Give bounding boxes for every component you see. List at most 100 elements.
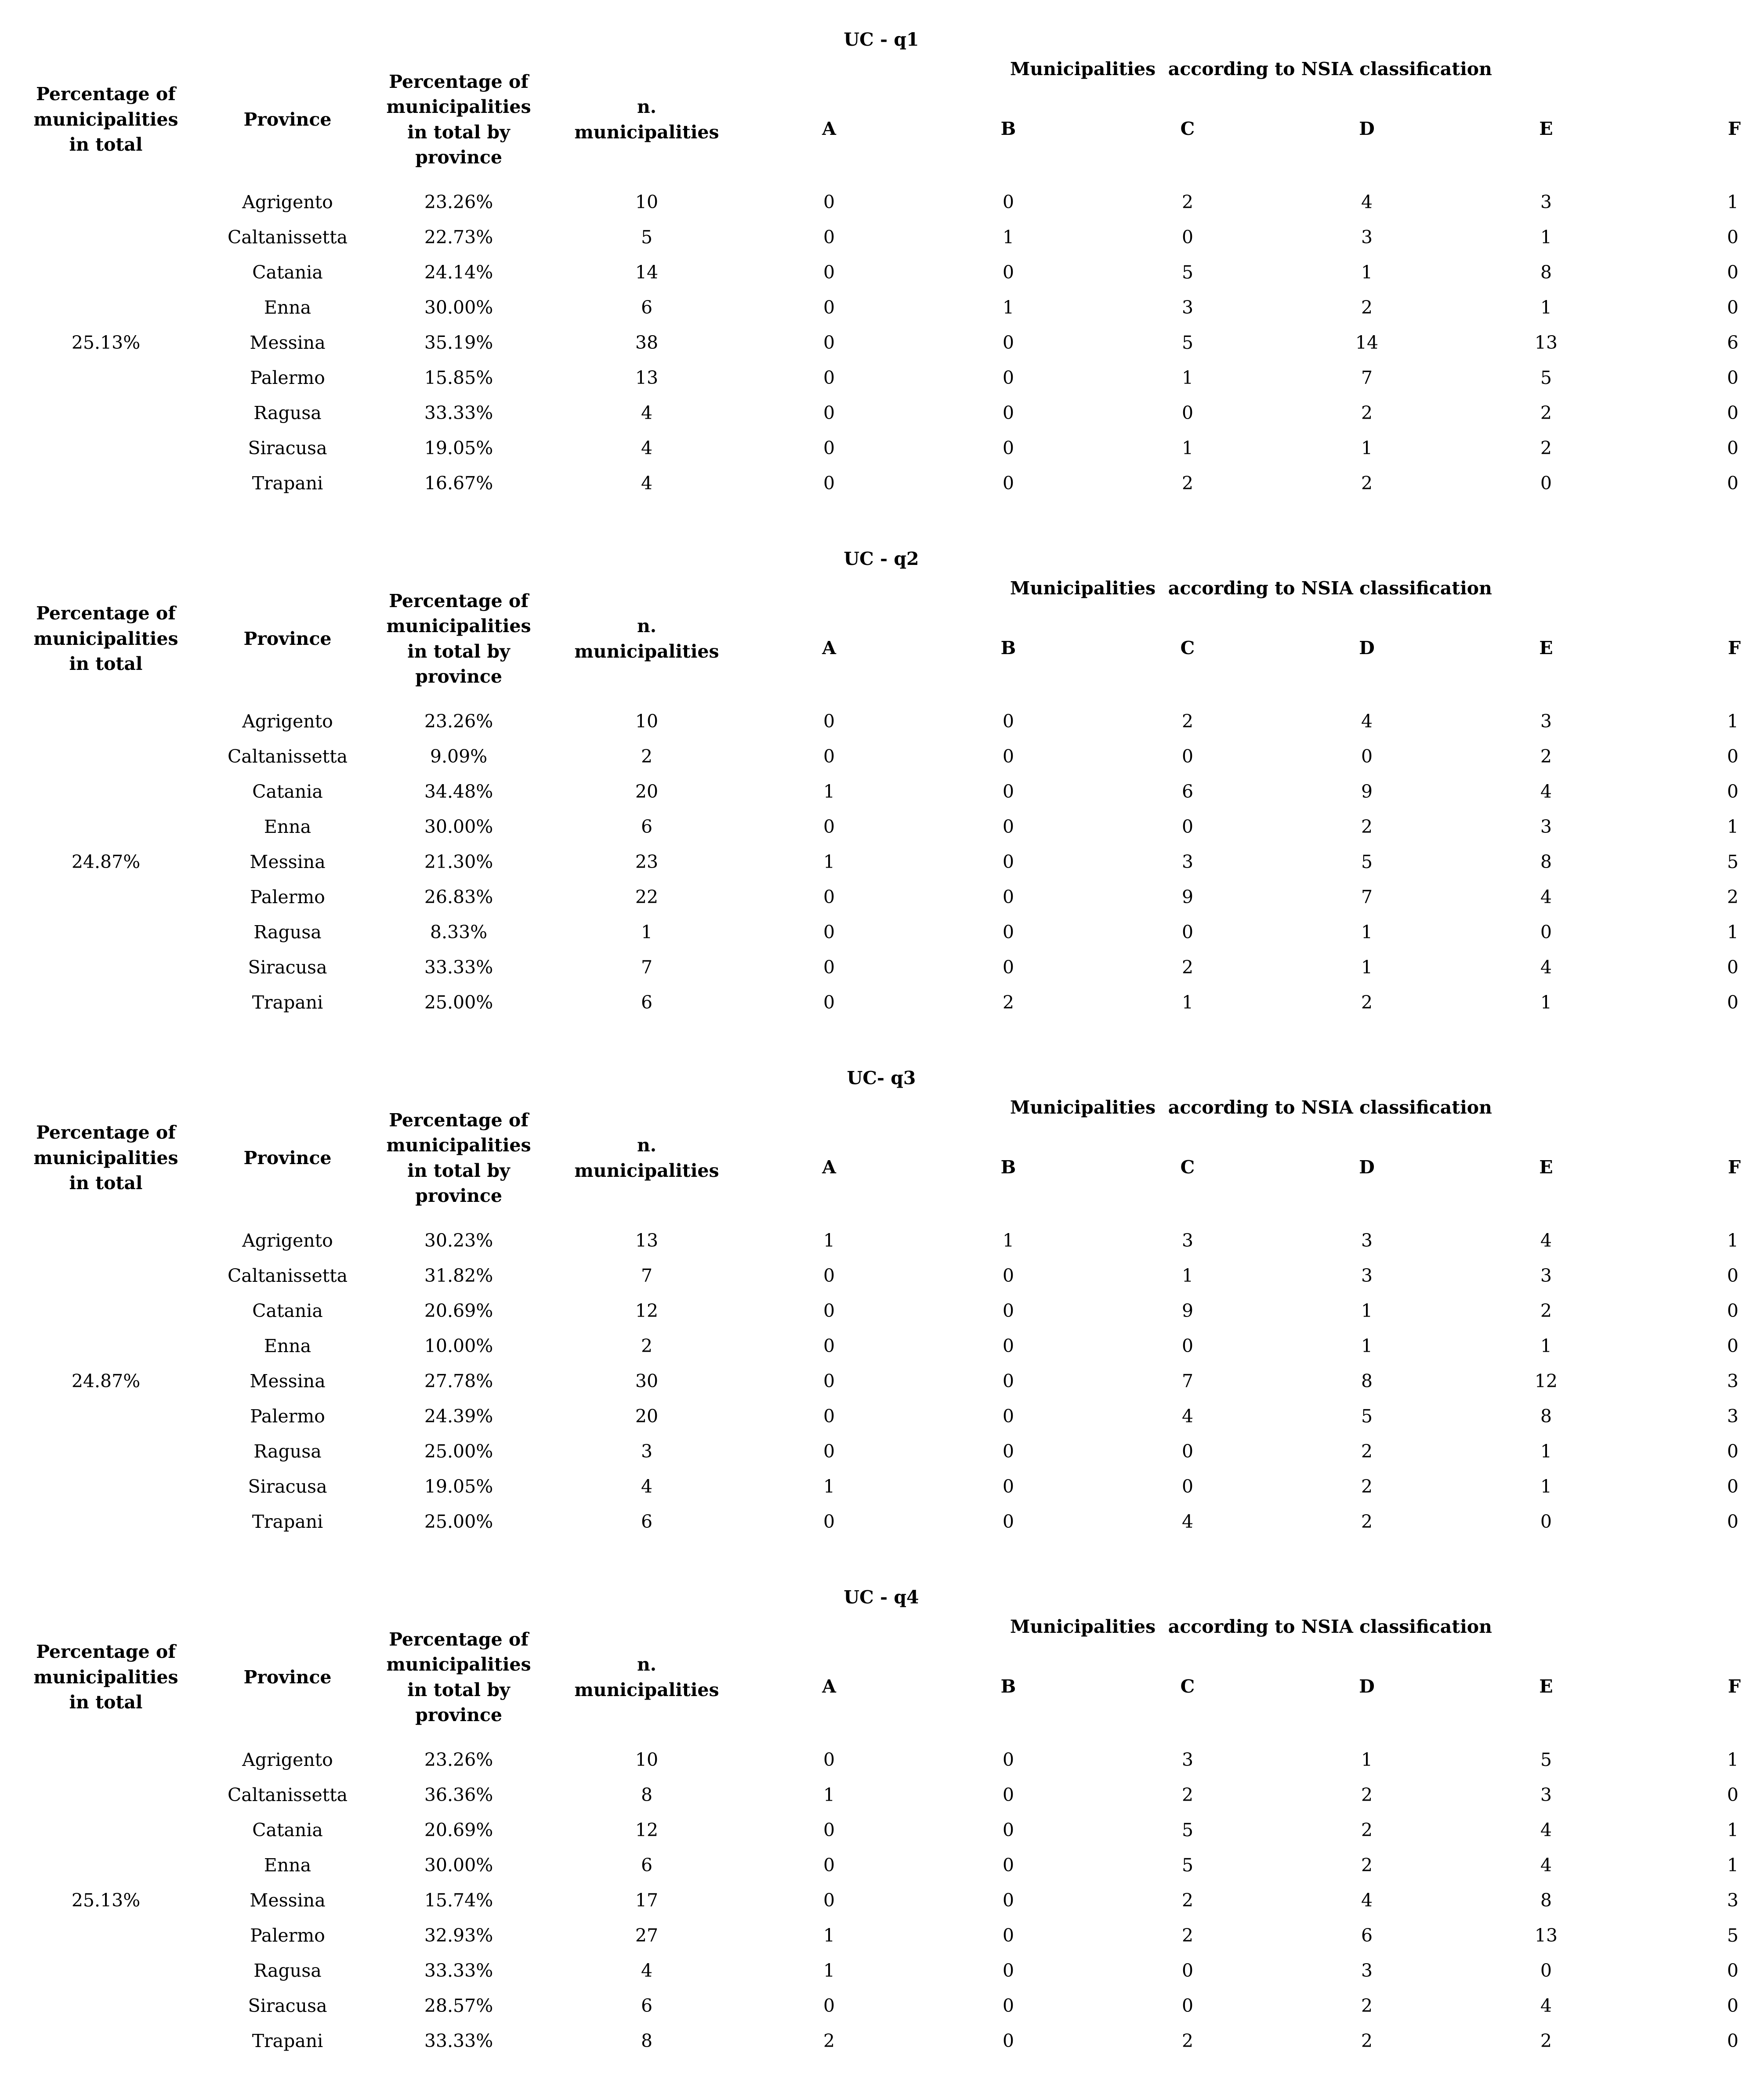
cell-c: 4 (1181, 1406, 1194, 1427)
cell-b: 0 (1002, 1925, 1014, 1946)
cell-c: 0 (1181, 1335, 1194, 1357)
cell-n: 6 (641, 1855, 653, 1876)
cell-f: 1 (1727, 711, 1739, 732)
cell-province: Ragusa (254, 1441, 322, 1462)
cell-a: 0 (823, 816, 835, 837)
cell-a: 1 (823, 1784, 835, 1805)
cell-province: Caltanissetta (227, 746, 348, 767)
cell-c: 0 (1181, 402, 1194, 423)
cell-f: 0 (1727, 1300, 1739, 1321)
header-letter-a: A (822, 118, 836, 139)
cell-e: 12 (1534, 1371, 1558, 1392)
cell-c: 3 (1181, 1749, 1194, 1770)
cell-e: 2 (1540, 1300, 1552, 1321)
cell-d: 2 (1361, 1820, 1373, 1841)
cell-d: 2 (1361, 402, 1373, 423)
cell-n: 22 (635, 886, 659, 908)
header-letter-f: F (1728, 118, 1741, 139)
cell-pct: 27.78% (424, 1371, 493, 1392)
cell-pct: 30.23% (424, 1230, 493, 1251)
cell-pct: 34.48% (424, 781, 493, 802)
cell-d: 2 (1361, 1441, 1373, 1462)
total-percentage-value: 25.13% (71, 1890, 141, 1911)
cell-c: 2 (1181, 192, 1194, 213)
cell-d: 0 (1361, 746, 1373, 767)
cell-e: 8 (1540, 1406, 1552, 1427)
cell-f: 1 (1727, 1855, 1739, 1876)
header-nsia-classification: Municipalities according to NSIA classif… (1010, 58, 1492, 80)
cell-c: 2 (1181, 1784, 1194, 1805)
cell-d: 1 (1361, 438, 1373, 459)
total-percentage-value: 25.13% (71, 332, 141, 353)
header-letter-f: F (1728, 1676, 1741, 1697)
cell-c: 7 (1181, 1371, 1194, 1392)
cell-b: 1 (1002, 1230, 1014, 1251)
cell-e: 3 (1540, 192, 1552, 213)
cell-e: 4 (1540, 957, 1552, 978)
cell-f: 0 (1727, 438, 1739, 459)
cell-province: Enna (264, 816, 312, 837)
cell-province: Ragusa (254, 402, 322, 423)
cell-n: 12 (635, 1820, 659, 1841)
cell-b: 1 (1002, 227, 1014, 248)
cell-n: 8 (641, 1784, 653, 1805)
cell-d: 2 (1361, 2030, 1373, 2051)
cell-c: 0 (1181, 1995, 1194, 2016)
cell-d: 2 (1361, 1476, 1373, 1497)
cell-pct: 21.30% (424, 851, 493, 872)
cell-pct: 33.33% (424, 1960, 493, 1981)
cell-c: 5 (1181, 262, 1194, 283)
cell-d: 3 (1361, 227, 1373, 248)
header-letter-e: E (1539, 637, 1553, 658)
cell-province: Agrigento (242, 711, 333, 732)
cell-b: 2 (1002, 992, 1014, 1013)
cell-e: 8 (1540, 1890, 1552, 1911)
header-letter-c: C (1180, 1676, 1195, 1697)
cell-province: Palermo (250, 367, 325, 388)
header-percentage-by-province: Percentage of municipalities in total by… (386, 1628, 531, 1725)
cell-a: 1 (823, 1476, 835, 1497)
cell-d: 2 (1361, 297, 1373, 318)
header-province: Province (243, 109, 332, 130)
cell-e: 1 (1540, 992, 1552, 1013)
cell-f: 0 (1727, 473, 1739, 494)
cell-n: 12 (635, 1300, 659, 1321)
total-percentage-value: 24.87% (71, 851, 141, 872)
cell-e: 13 (1534, 1925, 1558, 1946)
header-total-percentage: Percentage of municipalities in total (33, 1122, 178, 1194)
cell-c: 1 (1181, 1265, 1194, 1286)
cell-d: 2 (1361, 992, 1373, 1013)
header-letter-a: A (822, 637, 836, 658)
cell-a: 0 (823, 1406, 835, 1427)
cell-province: Enna (264, 1855, 312, 1876)
cell-d: 2 (1361, 1784, 1373, 1805)
header-letter-c: C (1180, 1157, 1195, 1178)
cell-b: 0 (1002, 1995, 1014, 2016)
table-grid: UC - q4 Percentage of municipalities in … (0, 1582, 1763, 2058)
cell-d: 2 (1361, 473, 1373, 494)
total-percentage-value: 24.87% (71, 1371, 141, 1392)
cell-b: 0 (1002, 1265, 1014, 1286)
cell-d: 1 (1361, 1300, 1373, 1321)
cell-e: 2 (1540, 402, 1552, 423)
cell-d: 1 (1361, 957, 1373, 978)
cell-e: 1 (1540, 297, 1552, 318)
table-uc-q2: UC - q2 Percentage of municipalities in … (0, 543, 1764, 1020)
cell-pct: 30.00% (424, 297, 493, 318)
cell-pct: 36.36% (424, 1784, 493, 1805)
cell-d: 5 (1361, 1406, 1373, 1427)
cell-c: 3 (1181, 851, 1194, 872)
table-uc-q3: UC- q3 Percentage of municipalities in t… (0, 1063, 1764, 1539)
cell-d: 6 (1361, 1925, 1373, 1946)
cell-b: 0 (1002, 1820, 1014, 1841)
cell-e: 4 (1540, 1820, 1552, 1841)
cell-f: 0 (1727, 1476, 1739, 1497)
cell-c: 4 (1181, 1511, 1194, 1532)
header-letter-e: E (1539, 118, 1553, 139)
cell-n: 13 (635, 367, 659, 388)
header-letter-b: B (1000, 637, 1016, 658)
cell-n: 14 (635, 262, 659, 283)
header-total-percentage: Percentage of municipalities in total (33, 603, 178, 675)
cell-province: Siracusa (248, 957, 327, 978)
cell-pct: 28.57% (424, 1995, 493, 2016)
